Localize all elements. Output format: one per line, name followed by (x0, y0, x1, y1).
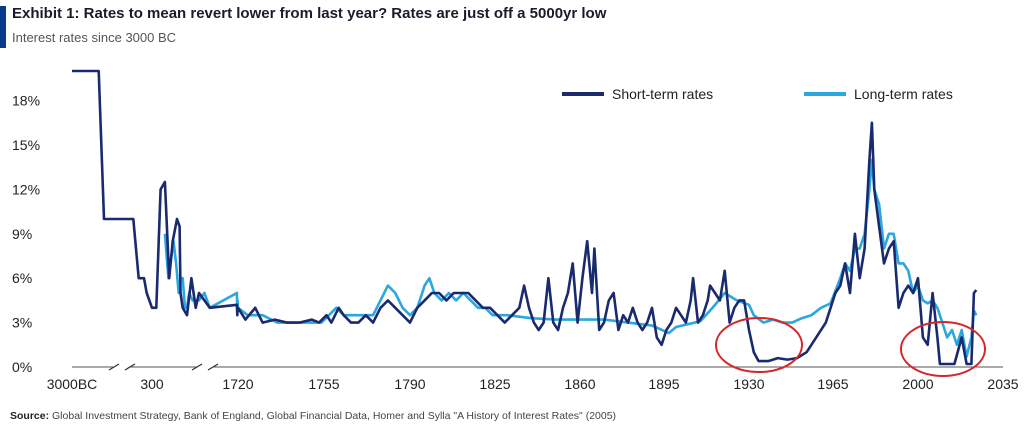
axis-break-gap (113, 363, 131, 371)
y-tick-label: 0% (12, 359, 32, 375)
x-axis: 3000BC 300 1720 1755 1790 1825 1860 1895 1930 196… (47, 363, 1019, 392)
axis-break-mark (207, 363, 219, 371)
axis-break-mark (108, 363, 120, 371)
legend: Short-term rates Long-term rates (562, 86, 953, 102)
plot-lines (72, 69, 978, 366)
chart-subtitle: Interest rates since 3000 BC (12, 30, 177, 45)
y-tick-label: 12% (12, 181, 40, 197)
x-tick-label: 1755 (308, 376, 339, 392)
highlight-circle-2010s (900, 321, 986, 377)
chart-title: Exhibit 1: Rates to mean revert lower fr… (12, 5, 607, 22)
source-note: Source: Global Investment Strategy, Bank… (10, 410, 616, 422)
legend-label-short-term: Short-term rates (612, 86, 713, 102)
series-line-short-term (72, 69, 978, 366)
accent-bar (0, 6, 6, 48)
source-text: Global Investment Strategy, Bank of Engl… (52, 410, 617, 422)
x-tick-label: 1895 (648, 376, 679, 392)
x-tick-label: 1790 (394, 376, 425, 392)
x-tick-label: 1930 (733, 376, 764, 392)
annotations (715, 317, 986, 377)
y-tick-label: 6% (12, 270, 32, 286)
x-tick-label: 300 (140, 376, 164, 392)
x-tick-label: 1720 (222, 376, 253, 392)
source-label: Source: (10, 410, 50, 422)
y-tick-label: 15% (12, 137, 40, 153)
axis-break-gap (196, 363, 214, 371)
x-tick-label: 1965 (817, 376, 848, 392)
series-line-long-term (163, 158, 978, 358)
y-tick-label: 18% (12, 93, 40, 109)
x-tick-label: 2000 (902, 376, 933, 392)
x-tick-label: 1825 (479, 376, 510, 392)
x-tick-label: 2035 (987, 376, 1018, 392)
x-tick-label: 3000BC (47, 376, 98, 392)
highlight-circle-1930s (715, 317, 803, 373)
axis-break-mark (124, 363, 136, 371)
y-tick-label: 9% (12, 226, 32, 242)
x-tick-label: 1860 (564, 376, 595, 392)
legend-label-long-term: Long-term rates (854, 86, 953, 102)
y-axis: 0% 3% 6% 9% 12% 15% 18% (12, 93, 40, 375)
axis-break-mark (191, 363, 203, 371)
y-tick-label: 3% (12, 315, 32, 331)
